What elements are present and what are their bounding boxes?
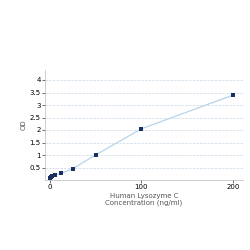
Point <box>70 167 74 171</box>
Y-axis label: OD: OD <box>21 120 27 130</box>
Point <box>49 175 53 179</box>
Point <box>140 127 143 131</box>
Point <box>50 174 54 178</box>
Point <box>59 171 63 175</box>
Point <box>53 173 57 177</box>
Point <box>94 153 98 157</box>
X-axis label: Human Lysozyme C
Concentration (ng/ml): Human Lysozyme C Concentration (ng/ml) <box>105 193 182 206</box>
Point <box>48 176 52 180</box>
Point <box>231 93 235 97</box>
